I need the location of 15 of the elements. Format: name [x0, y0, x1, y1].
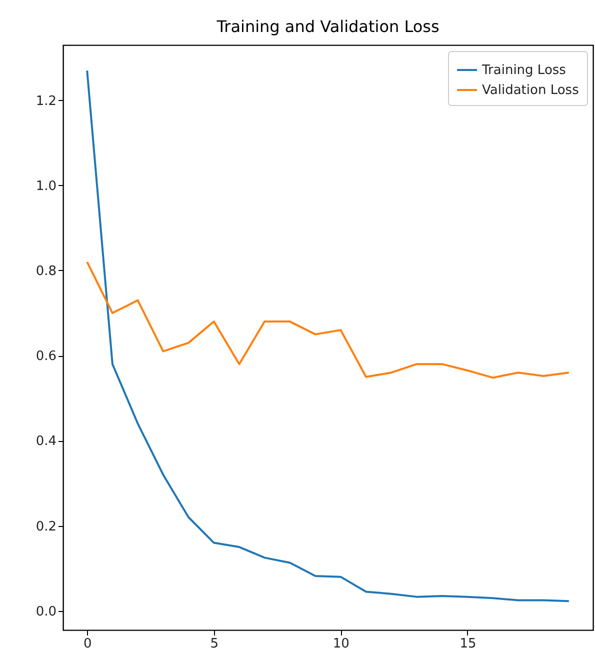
x-tick-label: 5: [210, 636, 219, 652]
x-tick-label: 15: [460, 636, 476, 652]
y-tick-label: 0.4: [36, 434, 56, 450]
legend-label: Validation Loss: [482, 83, 580, 98]
y-tick-label: 0.8: [36, 264, 56, 279]
line-series: [86, 260, 570, 379]
y-tick-label: 0.2: [36, 519, 56, 534]
legend-label: Training Loss: [481, 63, 566, 78]
y-tick-label: 1.0: [36, 178, 56, 194]
y-tick-label: 1.2: [36, 94, 56, 109]
chart-title: Training and Validation Loss: [216, 17, 440, 36]
x-tick-label: 10: [332, 636, 350, 652]
x-tick-label: 0: [83, 636, 92, 652]
y-tick-label: 0.0: [36, 604, 56, 620]
y-tick-label: 0.6: [36, 349, 56, 364]
